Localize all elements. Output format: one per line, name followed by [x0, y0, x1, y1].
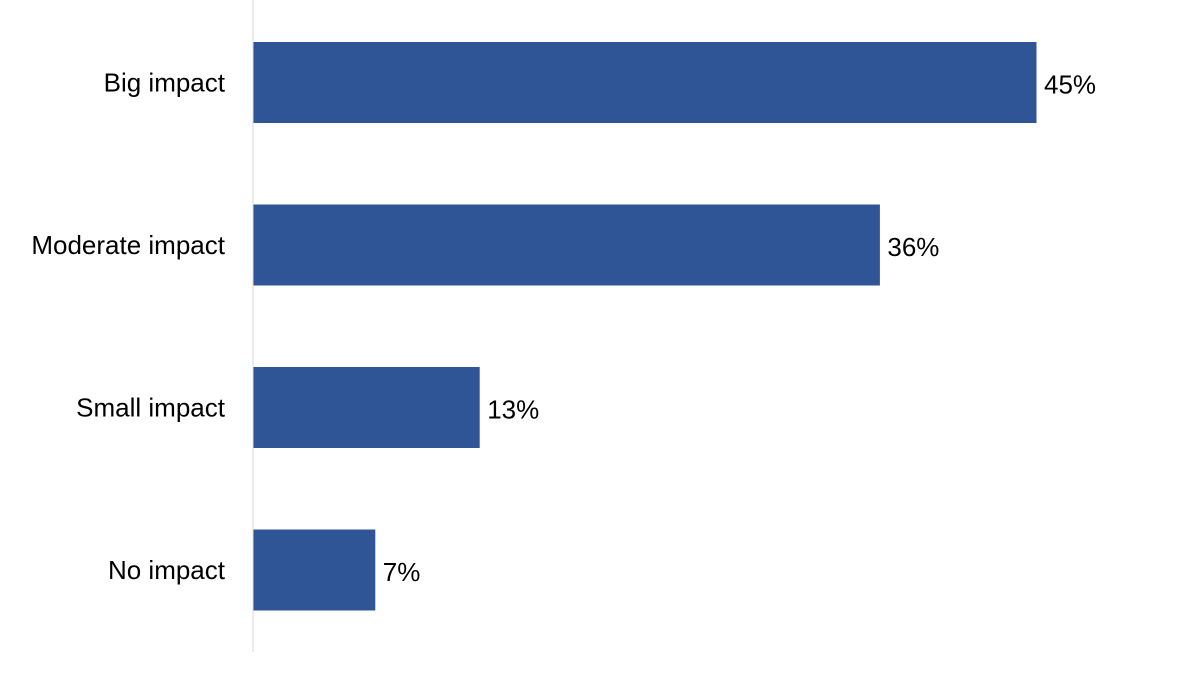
bars-group: [253, 42, 1037, 611]
category-label: Big impact: [104, 68, 226, 98]
bar-small-impact: [253, 367, 480, 448]
data-label: 7%: [383, 557, 421, 587]
data-label: 36%: [887, 232, 939, 262]
data-label: 13%: [487, 395, 539, 425]
bar-big-impact: [253, 42, 1037, 123]
category-label: No impact: [108, 555, 226, 585]
data-label: 45%: [1044, 70, 1096, 100]
labels-group: Big impact 45% Moderate impact 36% Small imp…: [31, 68, 1096, 588]
category-label: Moderate impact: [31, 230, 225, 260]
bar-moderate-impact: [253, 204, 880, 286]
bar-no-impact: [253, 529, 376, 611]
category-label: Small impact: [76, 393, 226, 423]
